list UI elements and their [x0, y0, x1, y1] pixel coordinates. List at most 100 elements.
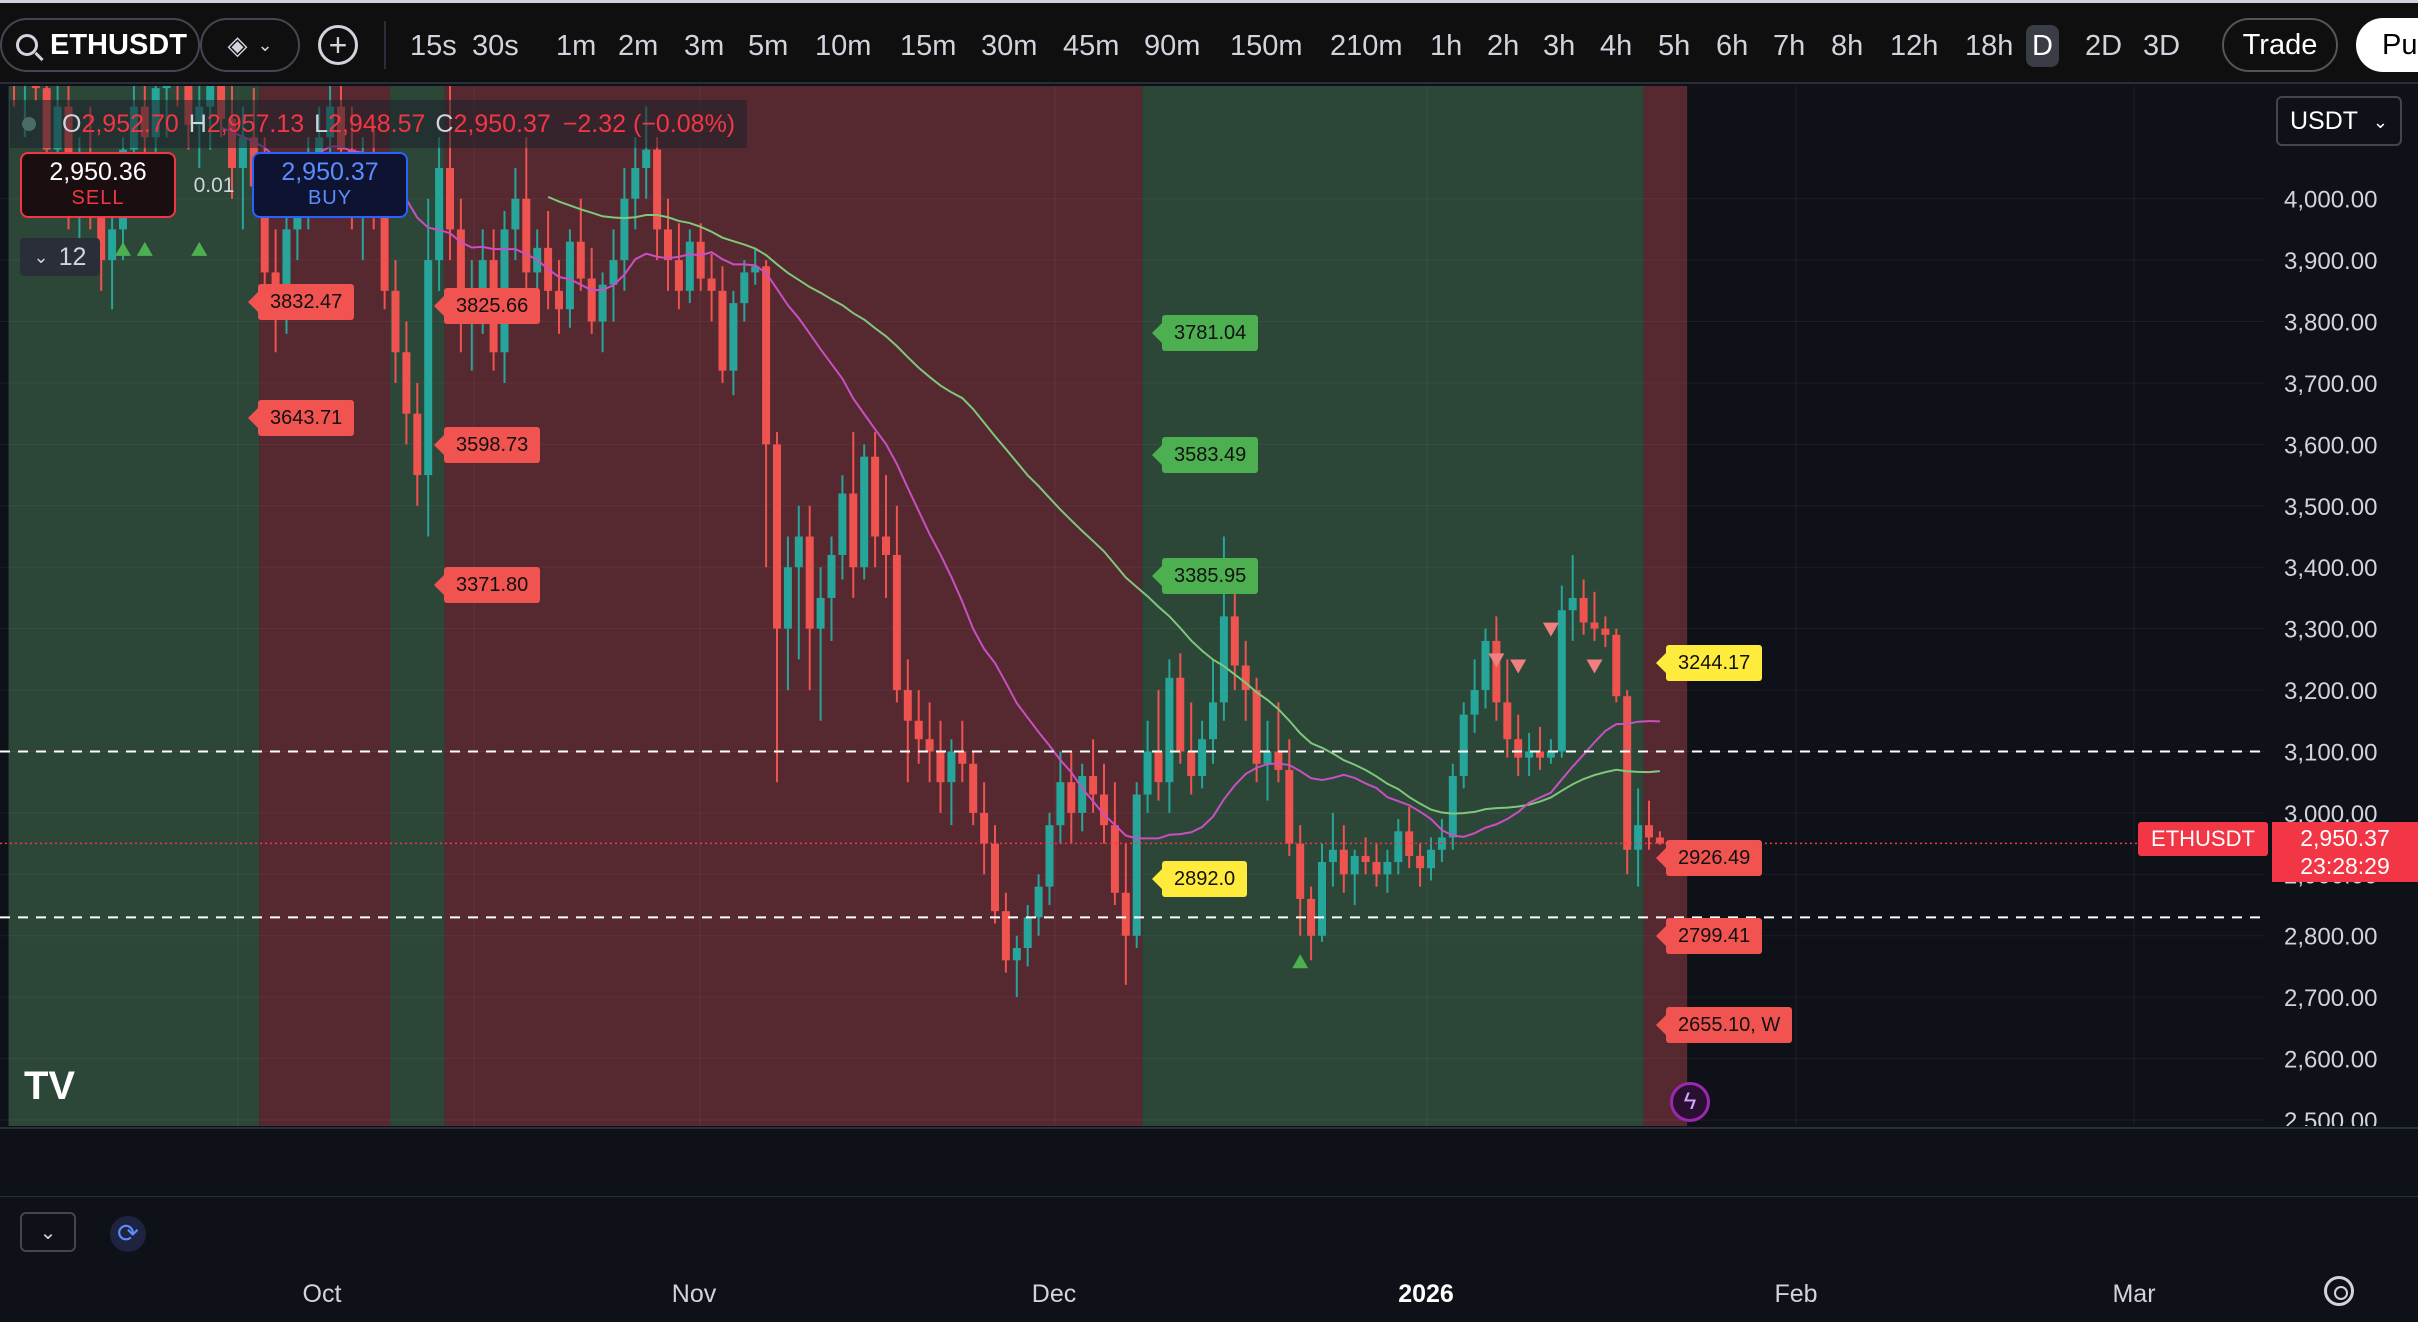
price-label-11[interactable]: 2799.41	[1655, 918, 1763, 955]
spread-value: 0.01	[193, 174, 235, 197]
time-axis[interactable]	[0, 1196, 2418, 1322]
low-value: 2,948.57	[328, 109, 426, 138]
candle-body-146	[1601, 628, 1610, 635]
timeframe-90m[interactable]: 90m	[1144, 30, 1201, 62]
timeframe-2m[interactable]: 2m	[618, 30, 659, 62]
indicators-count: 12	[58, 242, 87, 271]
candle-body-119	[1307, 898, 1316, 936]
timeframe-4h[interactable]: 4h	[1600, 30, 1633, 62]
price-label-1[interactable]: 3643.71	[247, 399, 355, 436]
candle-body-36	[402, 352, 411, 414]
timeframe-1h[interactable]: 1h	[1430, 30, 1463, 62]
candle-body-60	[664, 229, 672, 261]
timeframe-1m[interactable]: 1m	[556, 30, 597, 62]
current-price-tag: 2,950.37 23:28:29	[2272, 822, 2418, 882]
zone-red-5	[1643, 86, 1688, 1126]
buy-price: 2,950.37	[281, 158, 379, 186]
candlestick-chart[interactable]: 4,000.00 3,900.00 3,800.00 3,700.00 3,600.00…	[0, 86, 2418, 1126]
candle-body-78	[860, 456, 869, 568]
price-label-4[interactable]: 3371.80	[433, 566, 541, 603]
timeframe-5h[interactable]: 5h	[1658, 30, 1691, 62]
candle-body-149	[1634, 825, 1643, 850]
candle-body-116	[1274, 751, 1283, 770]
price-tick-15: 2,500.00	[2284, 1108, 2377, 1126]
candle-body-58	[642, 149, 651, 168]
candle-body-88	[969, 763, 978, 813]
candle-body-66	[729, 303, 738, 371]
currency-select[interactable]: USDT ⌄	[2276, 96, 2402, 146]
timeframe-15m[interactable]: 15m	[900, 30, 957, 62]
zone-red-3	[444, 86, 1143, 1126]
timeframe-8h[interactable]: 8h	[1831, 30, 1864, 62]
candle-body-85	[936, 751, 945, 783]
sell-button[interactable]: 2,950.36 SELL	[20, 152, 176, 218]
timeframe-10m[interactable]: 10m	[815, 30, 872, 62]
chevron-down-icon: ⌄	[33, 246, 49, 267]
price-tick-1: 3,900.00	[2284, 248, 2377, 275]
chart-mode-dropdown[interactable]: ◈ ⌄	[200, 18, 300, 72]
candle-body-140	[1536, 751, 1544, 758]
candle-body-91	[1001, 911, 1010, 961]
timeframe-150m[interactable]: 150m	[1230, 30, 1303, 62]
price-label-12[interactable]: 2655.10, W	[1655, 1006, 1793, 1043]
symbol-search[interactable]: ETHUSDT	[0, 18, 200, 72]
tradingview-logo[interactable]: TV	[24, 1064, 76, 1108]
timeframe-30m[interactable]: 30m	[981, 30, 1038, 62]
month-label-nov: Nov	[671, 1280, 717, 1308]
trade-button[interactable]: Trade	[2222, 18, 2338, 72]
timeframe-7h[interactable]: 7h	[1773, 30, 1806, 62]
candle-body-115	[1263, 751, 1272, 764]
timeframe-5m[interactable]: 5m	[748, 30, 789, 62]
candle-body-101	[1110, 825, 1119, 893]
price-label-8[interactable]: 2892.0	[1151, 861, 1248, 898]
candle-body-79	[871, 456, 880, 537]
publish-button[interactable]: Pu	[2356, 18, 2418, 72]
price-label-0[interactable]: 3832.47	[247, 283, 355, 320]
timeframe-3m[interactable]: 3m	[684, 30, 725, 62]
price-label-6[interactable]: 3583.49	[1151, 436, 1259, 473]
timeframe-45m[interactable]: 45m	[1063, 30, 1120, 62]
candle-body-130	[1427, 849, 1435, 869]
timeframe-D[interactable]: D	[2026, 25, 2059, 67]
sync-icon[interactable]: ⟳	[110, 1216, 146, 1252]
price-label-10[interactable]: 2926.49	[1655, 840, 1763, 877]
candle-body-147	[1612, 634, 1621, 697]
price-label-7[interactable]: 3385.95	[1151, 557, 1259, 594]
settings-gear-icon[interactable]	[2324, 1276, 2354, 1306]
buy-button[interactable]: 2,950.37 BUY	[252, 152, 408, 218]
candle-body-90	[991, 843, 999, 912]
timeframe-210m[interactable]: 210m	[1330, 30, 1403, 62]
timeframe-3h[interactable]: 3h	[1543, 30, 1576, 62]
lightning-icon[interactable]: ϟ	[1670, 1082, 1710, 1122]
timeframe-3D[interactable]: 3D	[2143, 30, 2181, 62]
high-label: H	[188, 109, 207, 138]
candle-body-151	[1655, 837, 1664, 844]
candle-body-59	[653, 149, 662, 230]
signal-marker-4	[1542, 622, 1559, 637]
timeframe-15s[interactable]: 15s	[410, 30, 457, 62]
candle-body-135	[1481, 640, 1490, 691]
compare-symbol-button[interactable]: +	[318, 25, 358, 65]
ma-fast-line	[220, 126, 1660, 840]
price-label-3[interactable]: 3598.73	[433, 427, 541, 464]
candle-body-145	[1590, 622, 1599, 629]
timeframe-30s[interactable]: 30s	[472, 30, 519, 62]
candle-body-47	[522, 198, 531, 273]
chart-area[interactable]: 4,000.00 3,900.00 3,800.00 3,700.00 3,600.00…	[0, 86, 2418, 1126]
candle-body-38	[424, 260, 433, 476]
timeframe-2D[interactable]: 2D	[2085, 30, 2123, 62]
collapse-panel-button[interactable]: ⌄	[20, 1212, 76, 1252]
timeframe-2h[interactable]: 2h	[1487, 30, 1520, 62]
candle-body-86	[947, 751, 956, 783]
candle-body-39	[435, 168, 444, 261]
price-label-2[interactable]: 3825.66	[433, 287, 541, 324]
timeframe-6h[interactable]: 6h	[1716, 30, 1749, 62]
price-label-9[interactable]: 3244.17	[1655, 644, 1763, 681]
indicators-toggle[interactable]: ⌄ 12	[20, 238, 100, 276]
candle-body-105	[1154, 751, 1163, 783]
price-label-5[interactable]: 3781.04	[1151, 315, 1259, 352]
timeframe-18h[interactable]: 18h	[1965, 30, 2014, 62]
timeframe-12h[interactable]: 12h	[1890, 30, 1939, 62]
change-value: −2.32 (−0.08%)	[562, 109, 736, 138]
candle-body-70	[773, 444, 781, 629]
